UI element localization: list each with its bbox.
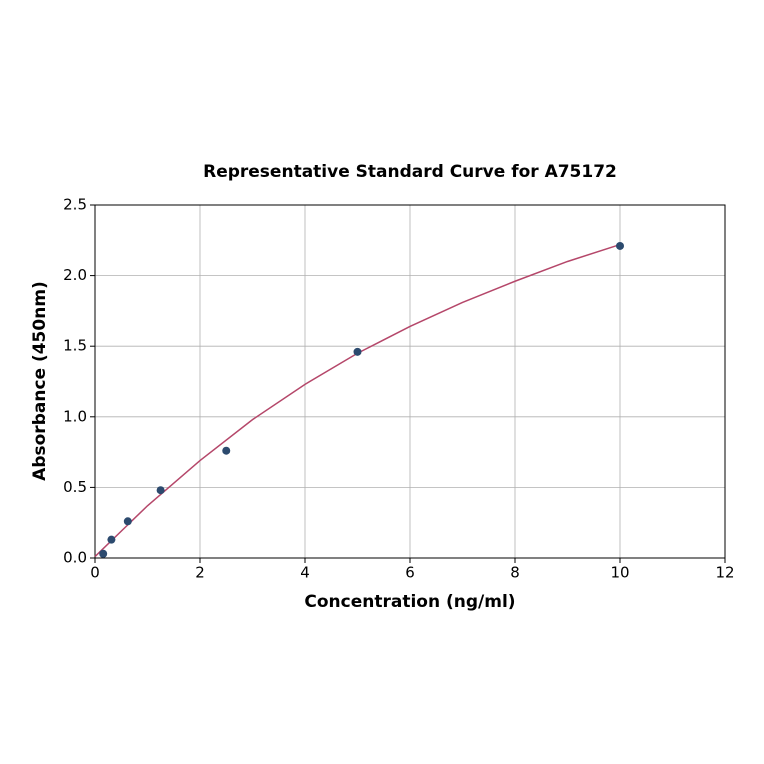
data-point [156,486,165,495]
y-tick-label: 0.5 [63,478,87,496]
data-point [222,446,231,455]
y-tick-label: 0.0 [63,549,87,567]
y-tick-label: 2.5 [63,196,87,214]
x-tick-label: 2 [195,564,205,582]
plot-frame [94,204,726,559]
y-tick-label: 1.5 [63,337,87,355]
y-tick-label: 2.0 [63,266,87,284]
data-point [99,549,108,558]
x-tick-label: 8 [510,564,520,582]
x-tick-label: 4 [300,564,310,582]
x-tick-label: 6 [405,564,415,582]
data-point [123,517,132,526]
chart-title: Representative Standard Curve for A75172 [203,162,617,182]
x-tick-label: 0 [90,564,100,582]
x-axis-label: Concentration (ng/ml) [304,592,515,612]
x-tick-label: 12 [715,564,734,582]
y-axis-label: Absorbance (450nm) [30,281,50,481]
data-point [616,241,624,250]
data-point [107,535,116,544]
x-tick-label: 10 [610,564,629,582]
data-point [353,347,362,356]
y-tick-label: 1.0 [63,407,87,425]
